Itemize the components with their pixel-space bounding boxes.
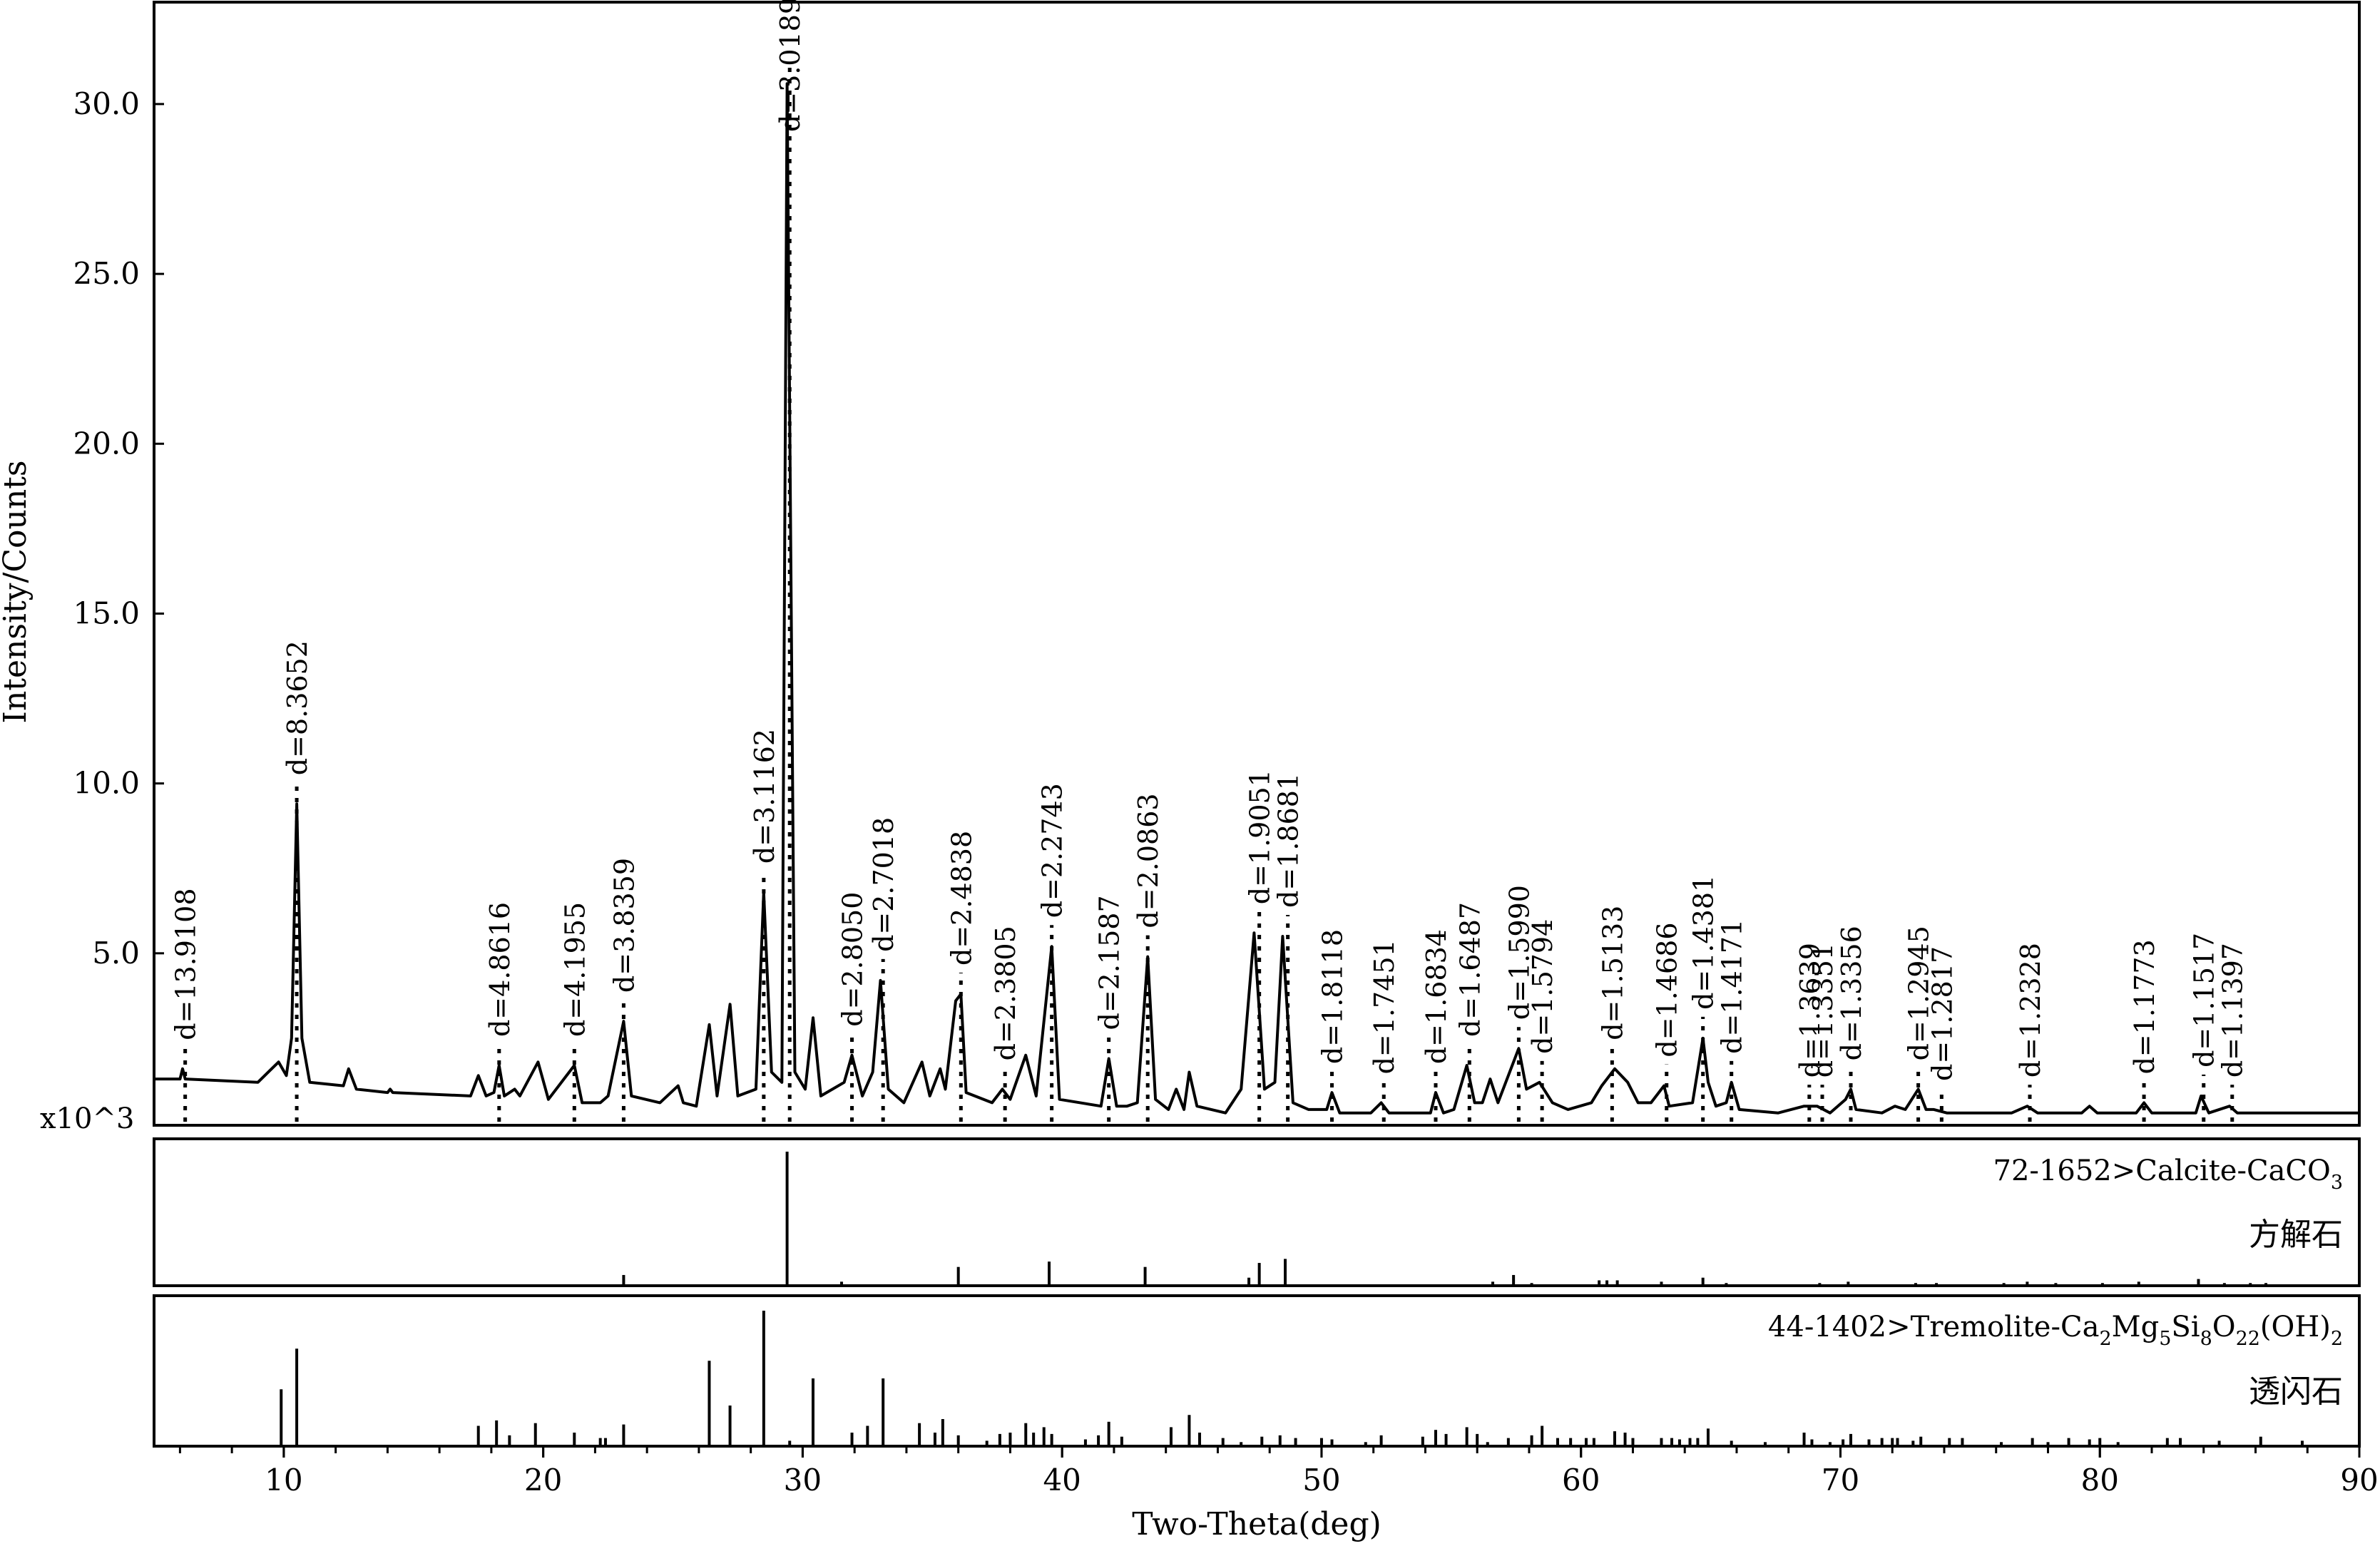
- peak-label: d=1.8681: [1273, 773, 1304, 908]
- peak-label: d=1.4381: [1688, 875, 1720, 1010]
- peak-label: d=1.4171: [1717, 919, 1748, 1054]
- peak-label: d=2.8050: [837, 892, 869, 1027]
- x-tick-label: 60: [1562, 1463, 1600, 1498]
- peak-label: d=1.3639: [1794, 943, 1826, 1077]
- peak-label: d=1.8118: [1317, 929, 1348, 1064]
- peak-label: d=1.7451: [1369, 939, 1400, 1074]
- peak-label: d=1.2817: [1926, 946, 1958, 1081]
- x-tick-label: 40: [1043, 1463, 1081, 1498]
- main-plot-frame: [153, 1, 2361, 1127]
- y-tick-label: 30.0: [73, 86, 140, 121]
- x-tick-label: 90: [2340, 1463, 2378, 1498]
- x-tick-label: 10: [265, 1463, 302, 1498]
- peak-label: d=1.5794: [1527, 919, 1558, 1054]
- peak-label: d=1.2328: [2015, 943, 2046, 1077]
- peak-label: d=2.1587: [1094, 895, 1125, 1030]
- calcite-chinese-name: 方解石: [2249, 1217, 2343, 1253]
- y-tick-label: 10.0: [73, 766, 140, 801]
- peak-label: d=2.2743: [1037, 783, 1068, 918]
- main-plot-layer: 5.0 10.0 15.0 20.0 25.0 30.0 d=13.9108 d=8.3652…: [73, 0, 2359, 1122]
- peak-label: d=1.6487: [1454, 902, 1486, 1037]
- y-axis-multiplier: x10^3: [40, 1102, 134, 1135]
- peak-label: d=4.1955: [559, 902, 591, 1037]
- tremolite-chinese-name: 透闪石: [2249, 1373, 2343, 1410]
- peak-label: d=1.2945: [1904, 926, 1935, 1060]
- x-tick-label: 80: [2081, 1463, 2119, 1498]
- peak-label: d=1.3356: [1836, 926, 1867, 1060]
- x-tick-label: 20: [524, 1463, 562, 1498]
- peak-label: d=1.3351: [1807, 943, 1839, 1077]
- peak-label: d=2.3805: [990, 926, 1021, 1060]
- peak-label: d=1.1773: [2129, 939, 2160, 1074]
- peak-label: d=3.0189: [775, 0, 806, 132]
- x-tick-label: 30: [784, 1463, 822, 1498]
- y-axis-title: Intensity/Counts: [0, 461, 34, 724]
- y-tick-label: 5.0: [92, 936, 140, 971]
- calcite-card-label: 72-1652>Calcite-CaCO3: [1993, 1155, 2343, 1194]
- x-axis-title: Two-Theta(deg): [1132, 1506, 1381, 1542]
- peak-label: d=1.5990: [1503, 885, 1535, 1020]
- y-tick-label: 20.0: [73, 426, 140, 461]
- y-tick-label: 15.0: [73, 595, 140, 630]
- tremolite-panel-frame: [153, 1294, 2361, 1448]
- peak-label: d=1.1397: [2217, 943, 2249, 1077]
- tremolite-card-label: 44-1402>Tremolite-Ca2Mg5Si8O22(OH)2: [1768, 1311, 2343, 1350]
- peak-label: d=3.8359: [608, 858, 640, 993]
- tremolite-reference-layer: [280, 1311, 2304, 1446]
- y-tick-label: 25.0: [73, 256, 140, 291]
- x-tick-label: 70: [1822, 1463, 1859, 1498]
- peak-label: d=4.8616: [484, 902, 516, 1037]
- peak-label: d=1.5133: [1597, 906, 1628, 1040]
- calcite-reference-layer: [622, 1152, 2268, 1286]
- peak-label: d=1.9051: [1245, 769, 1276, 904]
- peak-label: d=2.7018: [868, 817, 899, 952]
- peak-label: d=13.9108: [170, 888, 202, 1040]
- x-tick-label: 50: [1302, 1463, 1340, 1498]
- peak-label: d=3.1162: [749, 729, 780, 864]
- peak-label: d=2.0863: [1133, 793, 1164, 928]
- peak-label: d=1.4686: [1652, 922, 1683, 1057]
- peak-label: d=8.3652: [282, 640, 313, 775]
- peak-label: d=1.1517: [2189, 933, 2220, 1068]
- peak-label: d=1.6834: [1421, 929, 1452, 1064]
- xrd-pattern-line: [154, 82, 2359, 1115]
- x-axis: 10 20 30 40 50 60 70 80 90: [178, 1446, 2379, 1498]
- calcite-panel-frame: [153, 1137, 2361, 1287]
- peak-label: d=2.4838: [946, 831, 977, 966]
